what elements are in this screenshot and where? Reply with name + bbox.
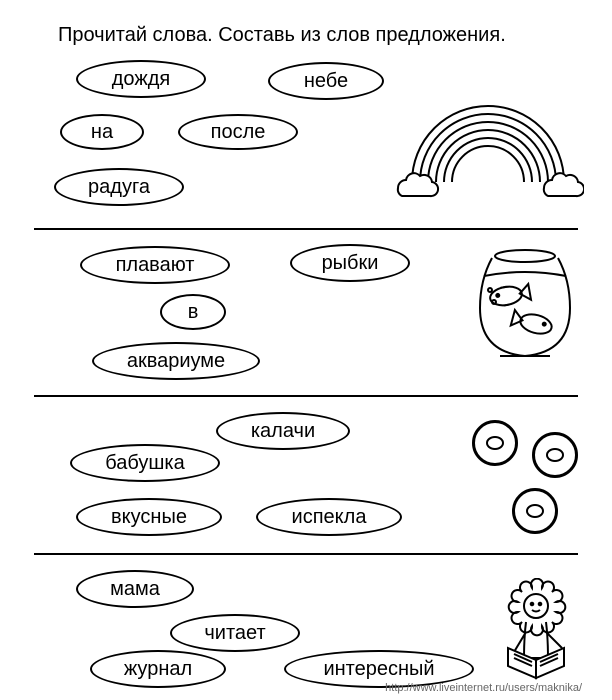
word-bubble: плавают bbox=[80, 246, 230, 284]
word-bubble: вкусные bbox=[76, 498, 222, 536]
word-bubble: испекла bbox=[256, 498, 402, 536]
fishbowl-icon bbox=[470, 246, 580, 364]
word-bubble: читает bbox=[170, 614, 300, 652]
word-bubble: журнал bbox=[90, 650, 226, 688]
section-divider bbox=[34, 228, 578, 230]
word-bubble: после bbox=[178, 114, 298, 150]
word-bubble: рыбки bbox=[290, 244, 410, 282]
word-bubble: небе bbox=[268, 62, 384, 100]
word-bubble: мама bbox=[76, 570, 194, 608]
word-bubble: аквариуме bbox=[92, 342, 260, 380]
section-divider bbox=[34, 395, 578, 397]
reader-icon bbox=[484, 578, 594, 688]
word-bubble: на bbox=[60, 114, 144, 150]
donut-icon bbox=[512, 488, 558, 534]
word-bubble: калачи bbox=[216, 412, 350, 450]
word-bubble: дождя bbox=[76, 60, 206, 98]
rainbow-icon bbox=[392, 96, 584, 206]
section-divider bbox=[34, 553, 578, 555]
footer-link: http://www.liveinternet.ru/users/maknika… bbox=[385, 682, 582, 694]
word-bubble: бабушка bbox=[70, 444, 220, 482]
donut-icon bbox=[472, 420, 518, 466]
word-bubble: в bbox=[160, 294, 226, 330]
word-bubble: радуга bbox=[54, 168, 184, 206]
worksheet-page: { "title": "Прочитай слова. Составь из с… bbox=[0, 0, 612, 700]
page-title: Прочитай слова. Составь из слов предложе… bbox=[58, 24, 506, 47]
donut-icon bbox=[532, 432, 578, 478]
